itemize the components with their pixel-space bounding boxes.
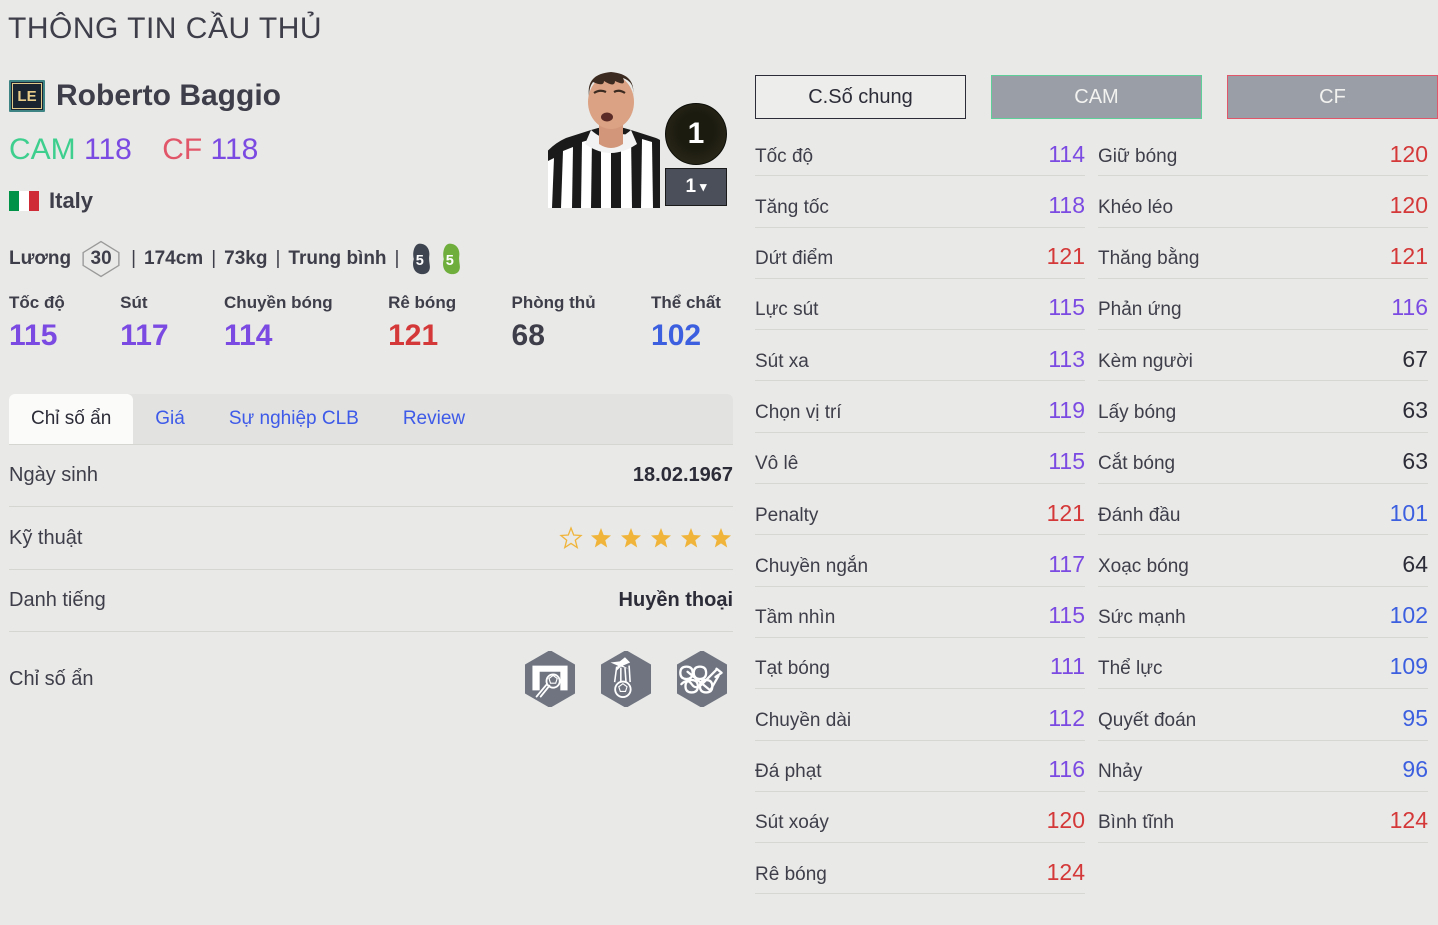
- svg-text:5: 5: [416, 253, 424, 269]
- svg-text:5: 5: [446, 253, 454, 269]
